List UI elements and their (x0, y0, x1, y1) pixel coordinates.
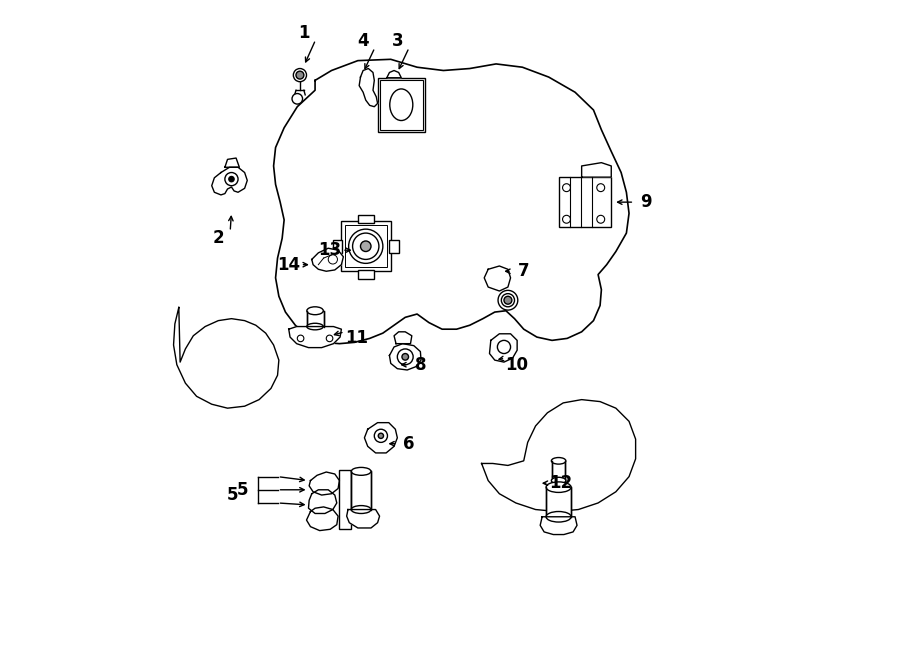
Text: 14: 14 (277, 256, 301, 274)
Circle shape (402, 354, 409, 360)
Bar (333, 240, 342, 253)
Bar (351, 471, 371, 510)
Polygon shape (394, 332, 412, 344)
Polygon shape (359, 69, 378, 106)
Polygon shape (364, 422, 397, 453)
Ellipse shape (498, 290, 518, 310)
Circle shape (229, 176, 234, 182)
Polygon shape (311, 249, 344, 271)
Circle shape (361, 241, 371, 252)
Bar (546, 487, 572, 517)
Text: 4: 4 (357, 32, 369, 50)
Polygon shape (484, 266, 510, 291)
Text: 9: 9 (640, 193, 652, 211)
Circle shape (348, 229, 382, 263)
Bar (552, 461, 565, 481)
Bar (358, 215, 374, 223)
Text: 3: 3 (392, 32, 403, 50)
Polygon shape (274, 59, 629, 344)
Ellipse shape (307, 323, 323, 330)
Polygon shape (540, 517, 577, 535)
Text: 10: 10 (506, 356, 528, 373)
Circle shape (296, 71, 304, 79)
Bar (341, 221, 391, 271)
Polygon shape (309, 472, 339, 495)
Text: 12: 12 (549, 474, 572, 492)
Bar (559, 177, 611, 227)
Ellipse shape (307, 307, 323, 315)
Bar (307, 311, 324, 327)
Ellipse shape (351, 467, 371, 475)
Circle shape (293, 69, 307, 82)
Circle shape (378, 433, 383, 438)
Polygon shape (212, 167, 248, 195)
Bar (339, 470, 351, 529)
Ellipse shape (552, 457, 566, 464)
Circle shape (504, 296, 512, 304)
Bar (380, 80, 423, 130)
Text: 5: 5 (227, 486, 239, 504)
Ellipse shape (546, 482, 572, 492)
Polygon shape (307, 507, 338, 531)
Text: 8: 8 (415, 356, 426, 373)
Bar (390, 240, 399, 253)
Polygon shape (346, 510, 380, 528)
Text: 7: 7 (518, 262, 529, 280)
Ellipse shape (546, 512, 572, 522)
Bar (345, 225, 387, 267)
Bar (358, 270, 374, 279)
Text: 2: 2 (212, 229, 224, 247)
Circle shape (292, 94, 302, 104)
Text: 5: 5 (237, 481, 248, 499)
Bar (378, 78, 425, 132)
Text: 6: 6 (403, 435, 415, 453)
Ellipse shape (351, 506, 371, 514)
Polygon shape (581, 163, 611, 177)
Polygon shape (289, 327, 341, 348)
Polygon shape (387, 71, 401, 78)
Text: 13: 13 (319, 241, 342, 259)
Ellipse shape (552, 477, 566, 484)
Polygon shape (309, 490, 337, 514)
Polygon shape (490, 334, 518, 362)
Text: 1: 1 (298, 24, 310, 42)
Polygon shape (225, 158, 239, 167)
Polygon shape (390, 344, 421, 370)
Text: 11: 11 (345, 329, 368, 348)
